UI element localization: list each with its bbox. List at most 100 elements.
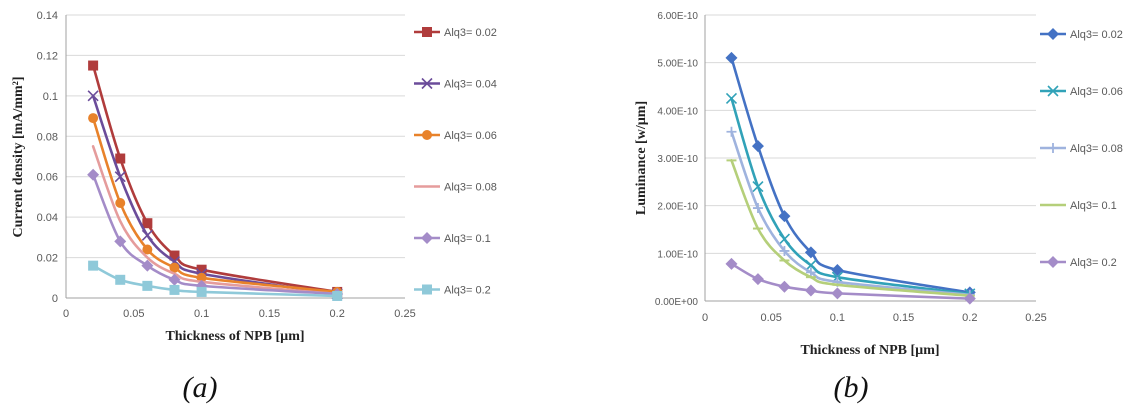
chart-b-data-point [805,267,816,278]
chart-a-data-point [141,229,153,241]
chart-a-y-tick-label: 0.1 [43,91,58,103]
chart-b-caption: (b) [834,371,869,404]
chart-a-y-tick-label: 0.02 [37,253,58,265]
chart-a-series-line [91,116,339,294]
chart-b-legend-marker [1047,28,1059,40]
chart-b-data-point [778,210,791,223]
chart-b-y-tick-label: 1.00E-10 [657,249,698,260]
chart-b-data-point [752,181,764,193]
chart-a-x-tick-label: 0.05 [123,308,144,320]
chart-b-y-tick-label: 2.00E-10 [657,202,698,213]
chart-a-current-density: 0 0.02 0.04 0.06 0.08 0.1 0.12 0.14 0 0.05 0.1 0.15… [11,10,497,404]
chart-a-data-point [169,284,180,295]
chart-a-y-tick-label: 0 [52,293,58,305]
chart-b-data-point [804,284,817,297]
chart-b-y-tick-label: 6.00E-10 [657,11,698,22]
chart-b-x-tick-label: 0.15 [893,312,914,324]
chart-b-x-axis-label: Thickness of NPB [µm] [800,343,939,358]
chart-b-legend-marker [1047,85,1059,97]
chart-a-data-point [169,262,180,273]
chart-b-data-point [778,280,791,293]
chart-b-series-line [730,97,972,296]
chart-a-legend-label: Alq3= 0.08 [444,182,497,194]
chart-b-legend-label: Alq3= 0.06 [1070,86,1123,98]
chart-a-data-point [115,153,126,164]
chart-b-legend-marker [1047,256,1059,268]
chart-b-legend-label: Alq3= 0.2 [1070,257,1117,269]
chart-a-data-point [332,290,343,301]
chart-a-data-point [142,244,153,255]
chart-b-data-point [805,259,817,271]
chart-b-series-line [730,159,972,298]
chart-b-data-point [725,51,738,64]
chart-b-data-point [779,245,790,256]
chart-a-data-point [87,168,100,181]
chart-b-data-point [804,246,817,259]
chart-a-data-point [168,273,181,286]
chart-a-legend-label: Alq3= 0.2 [444,285,491,297]
chart-a-data-point [88,60,99,71]
chart-a-legend-marker [422,27,432,37]
chart-a-x-tick-label: 0.25 [394,308,415,320]
chart-a-data-point [88,113,99,124]
chart-a-data-point [114,171,126,183]
chart-a-legend-label: Alq3= 0.04 [444,79,497,91]
chart-a-data-point [169,250,180,261]
chart-a-data-point [196,286,207,297]
chart-a-series-line [91,173,339,296]
chart-a-data-point [88,260,99,271]
chart-b-series-line [730,130,972,297]
chart-a-y-tick-label: 0.12 [37,50,58,62]
chart-a-x-axis-label: Thickness of NPB [µm] [165,329,304,344]
chart-a-legend-label: Alq3= 0.06 [444,130,497,142]
chart-b-data-point [725,92,738,104]
chart-b-legend-label: Alq3= 0.08 [1070,143,1123,155]
chart-a-y-tick-label: 0.04 [37,212,58,224]
chart-a-x-tick-label: 0.2 [330,308,345,320]
chart-a-legend-marker [421,232,433,244]
chart-b-series-line [730,56,972,294]
chart-b-data-point [831,264,844,277]
chart-b-legend-label: Alq3= 0.1 [1070,200,1117,212]
chart-a-data-point [196,264,207,275]
chart-a-y-tick-label: 0.08 [37,131,58,143]
chart-b-data-point [778,233,791,245]
chart-b-x-tick-label: 0 [702,312,708,324]
chart-a-series-line [91,64,339,294]
chart-b-y-tick-label: 0.00E+00 [655,297,699,308]
chart-a-data-point [142,218,153,229]
chart-a-data-point [141,259,154,272]
chart-a-legend-label: Alq3= 0.02 [444,27,497,39]
chart-a-data-point [115,274,126,285]
chart-b-data-point [726,126,737,137]
chart-b-x-tick-label: 0.05 [760,312,781,324]
chart-b-y-tick-label: 3.00E-10 [657,154,698,165]
chart-a-data-point [115,197,126,208]
chart-a-data-point [87,90,99,102]
chart-a-legend-marker [422,284,432,295]
chart-b-x-tick-label: 0.1 [830,312,845,324]
chart-a-series-line [91,94,339,296]
chart-b-data-point [751,140,764,153]
chart-a-legend-marker [421,77,433,90]
chart-b-luminance: 0.00E+00 1.00E-10 2.00E-10 3.00E-10 4.00E-10… [634,11,1123,404]
chart-b-data-point [752,203,763,214]
chart-a-x-tick-label: 0.1 [194,308,209,320]
chart-a-data-point [114,235,127,248]
chart-a-legend-marker [422,130,432,140]
chart-a-series-line [91,145,339,296]
chart-a-data-point [142,280,153,291]
chart-a-y-tick-label: 0.14 [37,10,58,22]
chart-a-x-tick-label: 0 [63,308,69,320]
chart-b-y-tick-label: 5.00E-10 [657,59,698,70]
chart-b-legend-label: Alq3= 0.02 [1070,29,1123,41]
chart-b-x-tick-label: 0.25 [1025,312,1046,324]
chart-a-y-tick-label: 0.06 [37,172,58,184]
chart-a-legend-label: Alq3= 0.1 [444,233,491,245]
chart-a-y-axis-label: Current density [mA/mm²] [11,76,26,237]
chart-b-y-tick-label: 4.00E-10 [657,106,698,117]
chart-b-data-point [831,287,844,300]
chart-b-y-axis-label: Luminance [w/µm] [634,101,649,215]
chart-a-x-tick-label: 0.15 [259,308,280,320]
